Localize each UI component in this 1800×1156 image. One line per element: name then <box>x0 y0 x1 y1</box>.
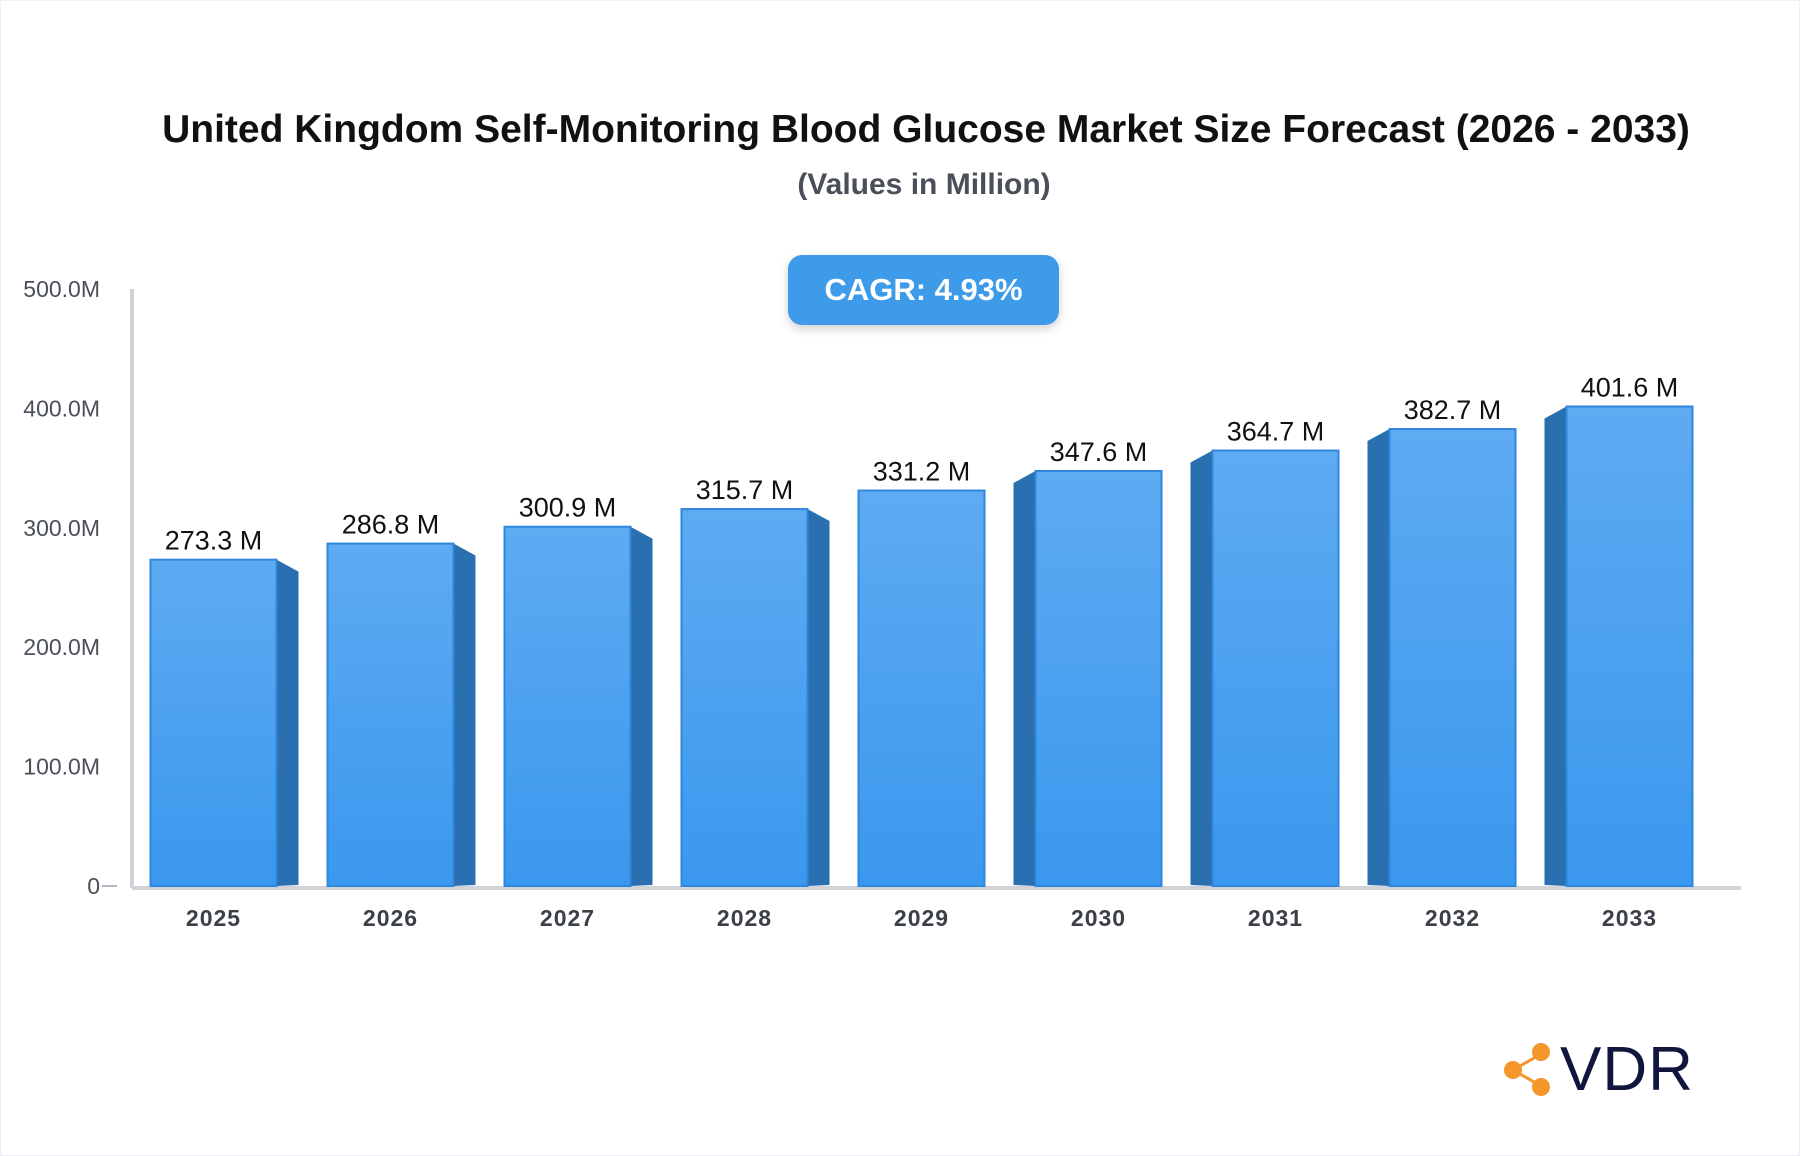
bar <box>1388 428 1517 887</box>
data-label: 347.6 M <box>1050 437 1148 467</box>
bar <box>503 525 632 887</box>
x-tick-label: 2029 <box>894 905 949 931</box>
bar-side <box>807 509 830 886</box>
y-tick-label: 400.0M <box>23 395 100 421</box>
bar <box>1034 469 1163 887</box>
vdr-logo-text: VDR <box>1560 1035 1694 1104</box>
data-label: 331.2 M <box>873 457 971 487</box>
y-tick-label: 0 <box>87 873 100 899</box>
bar-side <box>1013 470 1036 886</box>
y-tick-label: 500.0M <box>23 276 100 302</box>
bar-side <box>630 526 653 886</box>
x-tick-label: 2031 <box>1248 905 1303 931</box>
share-nodes-icon <box>1504 1043 1550 1096</box>
data-label: 286.8 M <box>342 510 440 540</box>
y-tick-label: 200.0M <box>23 634 100 660</box>
bar <box>1211 449 1340 887</box>
chart-subtitle: (Values in Million) <box>797 168 1051 201</box>
x-tick-label: 2033 <box>1602 905 1657 931</box>
bar <box>326 542 455 887</box>
x-tick-label: 2025 <box>186 905 241 931</box>
y-tick-label: 300.0M <box>23 515 100 541</box>
cagr-badge: CAGR: 4.93% <box>788 255 1059 325</box>
bar-side <box>276 559 299 886</box>
data-label: 364.7 M <box>1227 417 1325 447</box>
chart-title: United Kingdom Self-Monitoring Blood Glu… <box>162 108 1690 151</box>
bar-side <box>1544 406 1567 886</box>
bar-side <box>1367 429 1390 886</box>
x-tick-label: 2032 <box>1425 905 1480 931</box>
bar-side <box>453 543 476 886</box>
x-tick-label: 2030 <box>1071 905 1126 931</box>
data-label: 401.6 M <box>1581 372 1679 402</box>
x-tick-label: 2027 <box>540 905 595 931</box>
bar <box>680 508 809 887</box>
bar-side <box>1190 450 1213 886</box>
bar <box>1565 405 1694 887</box>
y-tick-label: 100.0M <box>23 754 100 780</box>
data-label: 273.3 M <box>165 526 263 556</box>
x-tick-label: 2028 <box>717 905 772 931</box>
data-label: 300.9 M <box>519 493 617 523</box>
data-label: 382.7 M <box>1404 395 1502 425</box>
x-tick-label: 2026 <box>363 905 418 931</box>
bar <box>149 558 278 887</box>
bar <box>857 489 986 887</box>
data-label: 315.7 M <box>696 475 794 505</box>
